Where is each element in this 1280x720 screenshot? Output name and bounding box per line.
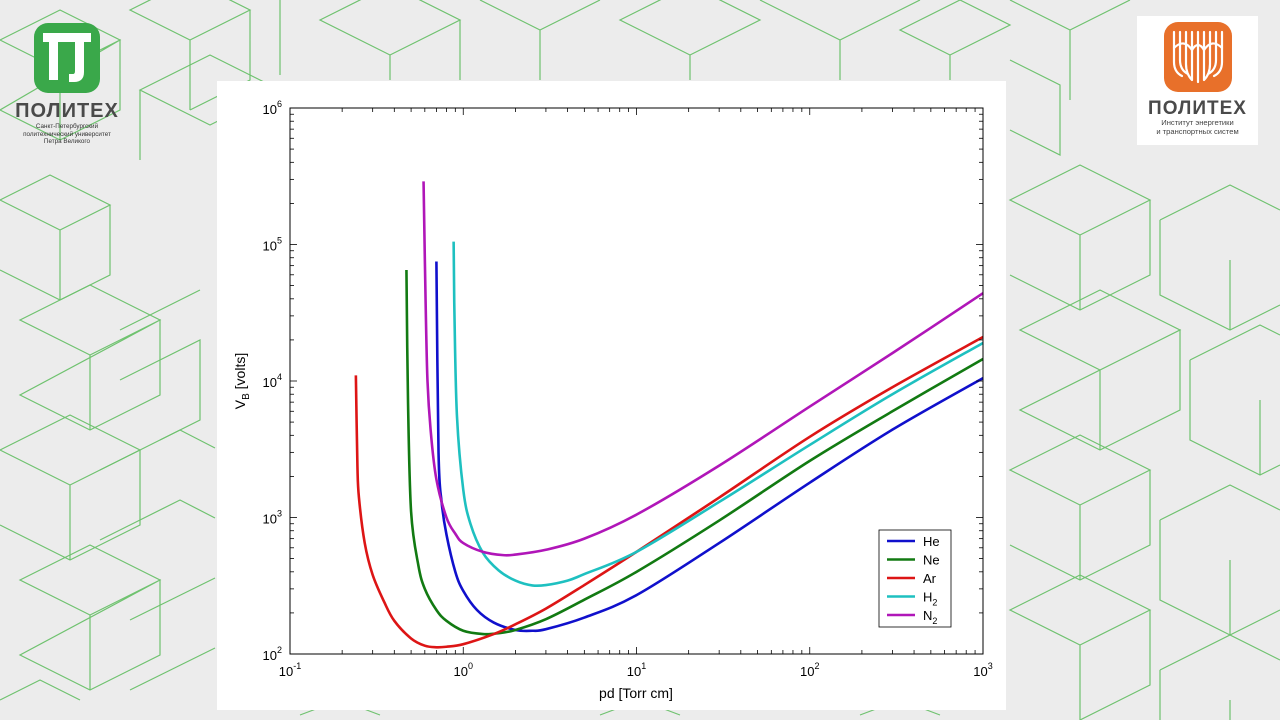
right-logo-subtitle-line: и транспортных систем (1156, 127, 1239, 136)
y-axis-label-main: V (232, 399, 248, 409)
polytech-institute-logo-icon (1164, 22, 1232, 92)
right-logo-name: ПОЛИТЕХ (1148, 98, 1247, 119)
y-tick-label: 103 (263, 509, 282, 527)
legend-label-subscript: 2 (932, 616, 937, 626)
series-line-ar (354, 335, 984, 649)
university-logo: ПОЛИТЕХ Санкт-Петербургский политехничес… (6, 18, 128, 158)
polytech-pi-logo-icon (34, 23, 100, 93)
x-tick-label: 101 (627, 661, 646, 679)
x-tick-label-exponent: 2 (814, 661, 819, 671)
legend-label-h2: H2 (923, 590, 937, 608)
chart-panel (217, 81, 1006, 710)
y-tick-label-exponent: 2 (277, 645, 282, 655)
legend-label-main: Ne (923, 553, 940, 568)
legend-label-he: He (923, 534, 940, 549)
y-tick-label-exponent: 6 (277, 99, 282, 109)
x-tick-label-base: 10 (627, 664, 641, 679)
x-tick-label-base: 10 (279, 664, 293, 679)
x-tick-label-exponent: -1 (293, 661, 301, 671)
y-axis-label: VB [volts] (232, 353, 252, 409)
x-tick-label: 103 (973, 661, 992, 679)
legend-label-n2: N2 (923, 608, 937, 626)
x-tick-label-exponent: 3 (988, 661, 993, 671)
y-tick-label-base: 10 (263, 375, 277, 390)
y-tick-label: 104 (263, 372, 282, 390)
left-logo-subtitle: Санкт-Петербургский политехнический унив… (6, 123, 128, 146)
left-logo-name: ПОЛИТЕХ (15, 100, 119, 122)
x-tick-label-base: 10 (973, 664, 987, 679)
y-tick-label: 105 (263, 236, 282, 254)
y-tick-label-exponent: 5 (277, 236, 282, 246)
x-tick-label: 100 (454, 661, 473, 679)
legend-label-main: Ar (923, 571, 937, 586)
x-tick-label: 10-1 (279, 661, 301, 679)
x-tick-label-base: 10 (454, 664, 468, 679)
series-line-n2 (422, 181, 984, 557)
left-logo-subtitle-line: политехнический университет (23, 130, 111, 138)
x-axis-label: pd [Torr cm] (599, 685, 673, 701)
y-tick-label-exponent: 4 (277, 372, 282, 382)
x-tick-label: 102 (800, 661, 819, 679)
series-group (354, 181, 984, 649)
legend-label-main: H (923, 590, 932, 605)
y-tick-label: 102 (263, 645, 282, 663)
series-line-h2 (452, 241, 984, 588)
y-tick-label-base: 10 (263, 512, 277, 527)
y-tick-label-base: 10 (263, 102, 277, 117)
axis-ticks (289, 108, 983, 655)
y-axis-label-rest: [volts] (232, 353, 248, 393)
x-tick-labels: 10-1 100 101 102 103 (279, 661, 993, 679)
y-tick-label: 106 (263, 99, 282, 117)
y-axis-label-sub: B (241, 393, 252, 400)
x-tick-label-exponent: 0 (468, 661, 473, 671)
legend-label-ar: Ar (923, 571, 937, 586)
x-tick-label-base: 10 (800, 664, 814, 679)
x-tick-label-exponent: 1 (641, 661, 646, 671)
right-logo-subtitle: Институт энергетики и транспортных систе… (1137, 118, 1258, 136)
left-logo-subtitle-line: Петра Великого (43, 138, 91, 145)
legend-label-subscript: 2 (932, 598, 937, 608)
legend-label-main: N (923, 608, 932, 623)
y-tick-label-exponent: 3 (277, 509, 282, 519)
left-logo-subtitle-line: Санкт-Петербургский (35, 123, 99, 130)
y-tick-label-base: 10 (263, 239, 277, 254)
legend-label-ne: Ne (923, 553, 940, 568)
legend-label-main: He (923, 534, 940, 549)
y-tick-label-base: 10 (263, 648, 277, 663)
right-logo-subtitle-line: Институт энергетики (1161, 118, 1234, 127)
institute-logo: ПОЛИТЕХ Институт энергетики и транспортн… (1137, 16, 1258, 145)
